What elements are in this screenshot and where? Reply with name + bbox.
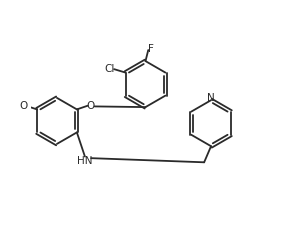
Text: Cl: Cl (105, 64, 115, 74)
Text: O: O (19, 100, 28, 110)
Text: N: N (207, 93, 215, 103)
Text: F: F (148, 44, 154, 54)
Text: O: O (86, 100, 95, 110)
Text: HN: HN (77, 155, 93, 165)
